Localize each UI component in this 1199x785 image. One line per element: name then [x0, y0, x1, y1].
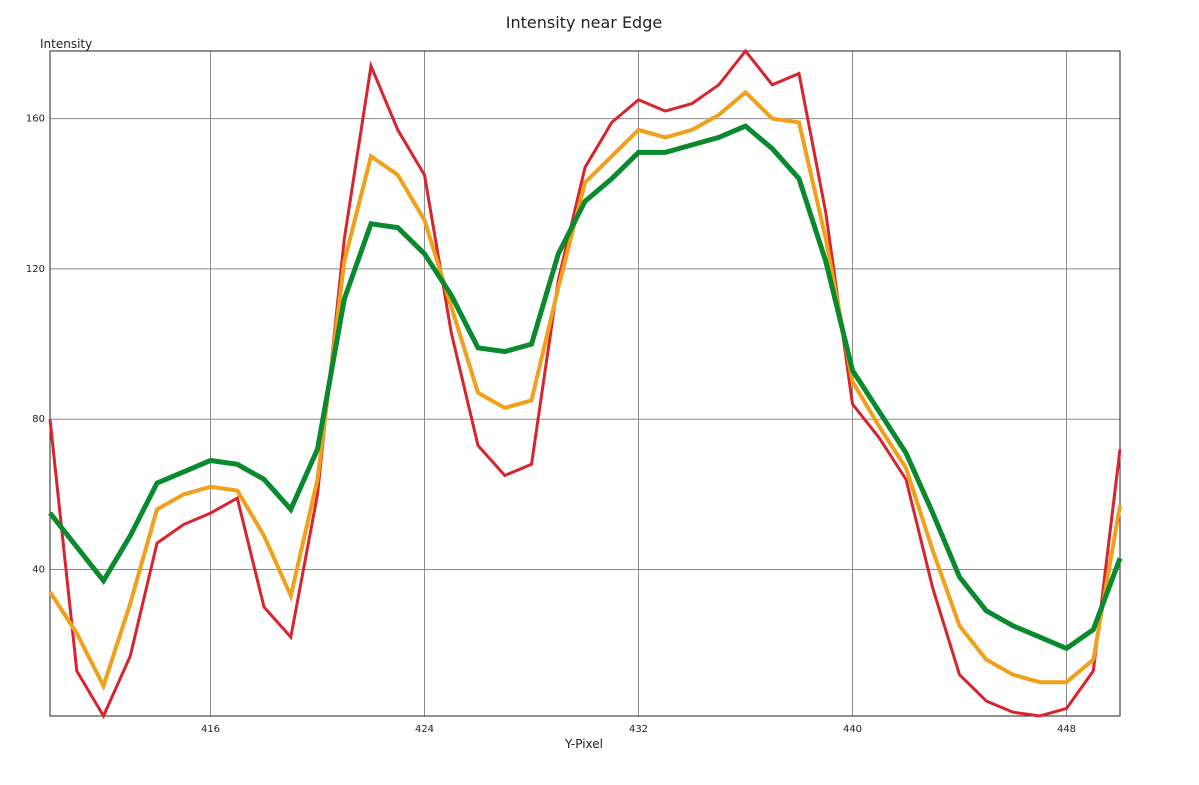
- x-tick-label: 440: [843, 724, 862, 735]
- x-tick-label: 416: [201, 724, 220, 735]
- series-line-1: [48, 89, 1122, 692]
- series-line-0: [48, 48, 1122, 720]
- x-tick-label: 424: [415, 724, 434, 735]
- x-tick-label: 432: [629, 724, 648, 735]
- y-tick-labels: 40 80 120 160: [26, 114, 45, 576]
- x-tick-label: 448: [1057, 724, 1076, 735]
- y-tick-label: 120: [26, 264, 45, 275]
- x-tick-labels: 416 424 432 440 448: [201, 724, 1076, 735]
- plot-frame: [49, 50, 1121, 717]
- x-axis-label: Y-Pixel: [564, 737, 603, 751]
- y-axis-label: Intensity: [40, 37, 92, 51]
- grid: [50, 51, 1120, 716]
- y-tick-label: 40: [32, 564, 45, 575]
- y-tick-label: 80: [32, 414, 45, 425]
- series-line-2: [48, 123, 1123, 652]
- series-layer: [48, 48, 1123, 720]
- y-tick-label: 160: [26, 114, 45, 125]
- chart-title: Intensity near Edge: [506, 13, 662, 32]
